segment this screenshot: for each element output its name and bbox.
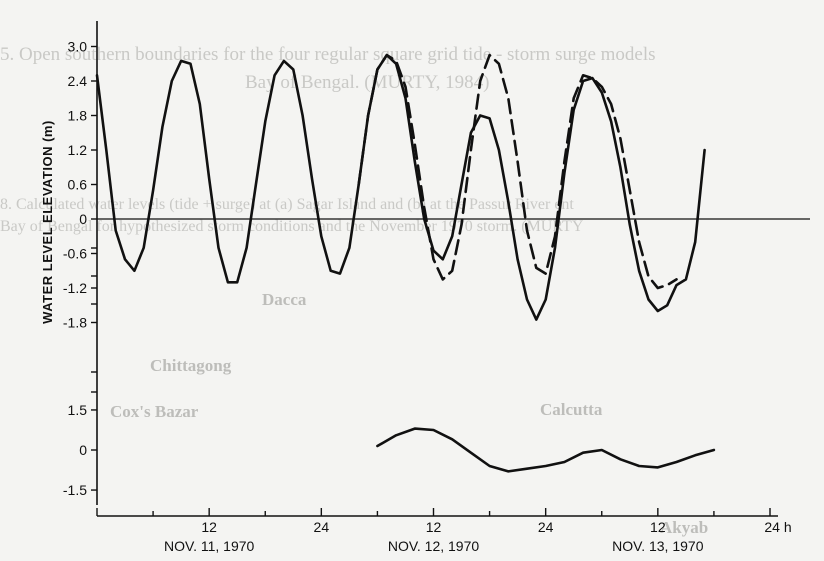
ghost-place-dacca: Dacca xyxy=(262,290,307,309)
upper-series-dashed xyxy=(357,53,678,290)
ghost-place-coxs-bazar: Cox's Bazar xyxy=(110,402,199,421)
x-date-label: NOV. 13, 1970 xyxy=(612,538,704,554)
xtick-label: 12 xyxy=(201,519,217,535)
ghost-caption-line-1: 5. Open southern boundaries for the four… xyxy=(0,44,656,65)
upper-ytick-label: 3.0 xyxy=(68,39,88,55)
lower-ytick-label: 1.5 xyxy=(68,402,88,418)
lower-ytick-label: 0 xyxy=(79,442,87,458)
ghost-place-chittagong: Chittagong xyxy=(150,356,232,375)
ghost-caption-line-3: 8. Calculated water levels (tide + surge… xyxy=(0,196,574,213)
xtick-label: 24 xyxy=(314,519,330,535)
upper-ytick-label: 1.8 xyxy=(68,108,88,124)
xtick-label: 24 h xyxy=(764,519,791,535)
ghost-caption-line-2: Bay of Bengal. (MURTY, 1984) xyxy=(245,72,490,93)
upper-ytick-label: -1.8 xyxy=(63,315,87,331)
chart-series xyxy=(95,53,716,473)
lower-ytick-label: -1.5 xyxy=(63,482,87,498)
chart-ticks: 3.0 2.4 1.8 1.2 0.6 0 -0.6 -1.2 -1.8 1.5 0 -1.5 12 24… xyxy=(63,39,792,555)
x-date-label: NOV. 12, 1970 xyxy=(388,538,480,554)
upper-series-solid xyxy=(95,53,706,321)
upper-ytick-label: 0.6 xyxy=(68,177,88,193)
upper-ytick-label: -1.2 xyxy=(63,280,87,296)
upper-ytick-label: 1.2 xyxy=(68,142,88,158)
upper-ytick-label: -0.6 xyxy=(63,246,87,262)
xtick-label: 12 xyxy=(650,519,666,535)
ghost-place-calcutta: Calcutta xyxy=(540,400,603,419)
upper-ytick-label: 0 xyxy=(79,211,87,227)
ghost-place-akyab: Akyab xyxy=(660,518,709,537)
y-axis-label: WATER LEVEL ELEVATION (m) xyxy=(40,120,55,324)
x-date-label: NOV. 11, 1970 xyxy=(164,538,255,554)
upper-ytick-label: 2.4 xyxy=(68,73,88,89)
xtick-label: 24 xyxy=(538,519,554,535)
lower-series-solid xyxy=(376,427,716,473)
xtick-label: 12 xyxy=(426,519,442,535)
